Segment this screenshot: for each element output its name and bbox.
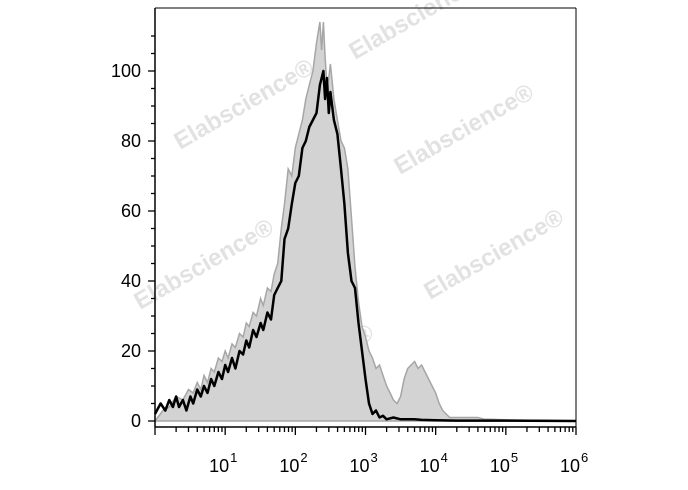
x-tick-exponent: 1 [230,450,237,465]
x-tick-exponent: 3 [371,450,378,465]
y-tick-label: 20 [121,341,141,361]
y-tick-label: 60 [121,201,141,221]
watermark-text: Elabscience® [390,78,539,180]
y-tick-label: 100 [111,61,141,81]
x-tick-exponent: 6 [581,450,588,465]
watermark-text: Elabscience® [170,53,319,155]
x-tick-label: 10 3 [350,450,378,476]
x-tick-label: 10 5 [490,450,518,476]
x-tick-exponent: 5 [511,450,518,465]
y-tick-label: 40 [121,271,141,291]
line-histogram-series [153,69,577,423]
x-tick-base: 10 [350,456,370,476]
x-ticks: 10 1 10 2 10 3 10 4 10 5 10 6 [154,427,588,476]
watermark-text: Elabscience® [345,0,494,65]
x-tick-label: 10 4 [420,450,448,476]
y-tick-label: 80 [121,131,141,151]
y-ticks: 0 20 40 60 80 100 [111,35,155,431]
x-tick-exponent: 4 [441,450,448,465]
series-layer [153,21,577,423]
x-tick-base: 10 [560,456,580,476]
x-tick-base: 10 [420,456,440,476]
x-tick-base: 10 [209,456,229,476]
watermark-text: Elabscience® [420,203,569,305]
x-tick-base: 10 [279,456,299,476]
x-tick-label: 10 1 [209,450,237,476]
x-tick-base: 10 [490,456,510,476]
x-tick-exponent: 2 [300,450,307,465]
filled-histogram-series [153,21,577,422]
x-tick-label: 10 6 [560,450,588,476]
x-tick-label: 10 2 [279,450,307,476]
y-tick-label: 0 [131,411,141,431]
